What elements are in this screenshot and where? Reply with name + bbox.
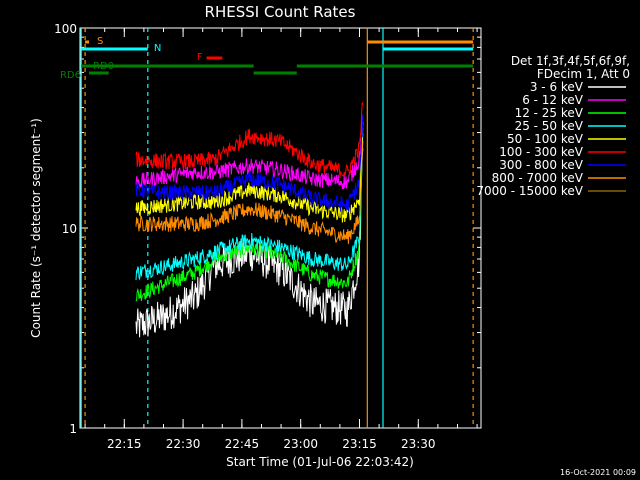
annotation-label-rd6: RD6 [60, 70, 81, 81]
legend-label: 300 - 800 keV [499, 158, 583, 172]
annotation-label-s: S [97, 36, 103, 47]
legend: Det 1f,3f,4f,5f,6f,9f, FDecim 1, Att 0 3… [476, 54, 630, 198]
x-tick-label: 22:15 [107, 437, 142, 451]
state-annotations: S N F RD0 RD6 [60, 36, 474, 81]
legend-header-line-1: Det 1f,3f,4f,5f,6f,9f, [511, 54, 630, 68]
legend-label: 6 - 12 keV [522, 93, 584, 107]
x-tick-label: 22:45 [225, 437, 260, 451]
chart-title: RHESSI Count Rates [205, 3, 356, 21]
series-line-7 [135, 140, 364, 245]
series-lines [135, 102, 364, 338]
annotation-label-f: F [197, 52, 203, 63]
annotation-label-rd0: RD0 [93, 61, 114, 72]
x-tick-label: 22:30 [166, 437, 201, 451]
y-tick-label: 10 [62, 222, 77, 236]
x-tick-label: 23:30 [401, 437, 436, 451]
legend-label: 25 - 50 keV [515, 119, 584, 133]
x-tick-label: 23:15 [342, 437, 377, 451]
legend-label: 50 - 100 keV [507, 132, 584, 146]
series-line-3 [135, 133, 364, 281]
y-axis: 1 10 100 [54, 22, 481, 436]
footer-timestamp: 16-Oct-2021 00:09 [560, 468, 636, 477]
legend-label: 800 - 7000 keV [492, 171, 584, 185]
y-tick-label: 100 [54, 22, 77, 36]
annotation-label-n: N [154, 43, 161, 54]
plot-frame [79, 27, 482, 429]
series-line-4 [135, 121, 364, 223]
series-line-5 [135, 102, 364, 179]
legend-label: 7000 - 15000 keV [476, 184, 583, 198]
legend-label: 100 - 300 keV [499, 145, 583, 159]
series-line-2 [135, 127, 364, 302]
attenuator-vertical-lines [80, 28, 474, 428]
x-tick-label: 23:00 [283, 437, 318, 451]
y-tick-label: 1 [69, 422, 77, 436]
legend-label: 3 - 6 keV [530, 80, 584, 94]
legend-header-line-2: FDecim 1, Att 0 [537, 67, 630, 81]
x-axis-label: Start Time (01-Jul-06 22:03:42) [226, 455, 414, 469]
series-line-6 [135, 114, 364, 212]
series-line-1 [135, 115, 363, 190]
y-axis-label: Count Rate (s⁻¹ detector segment⁻¹) [29, 118, 43, 338]
x-axis: 22:15 22:30 22:45 23:00 23:15 23:30 [84, 28, 478, 451]
legend-label: 12 - 25 keV [515, 106, 584, 120]
